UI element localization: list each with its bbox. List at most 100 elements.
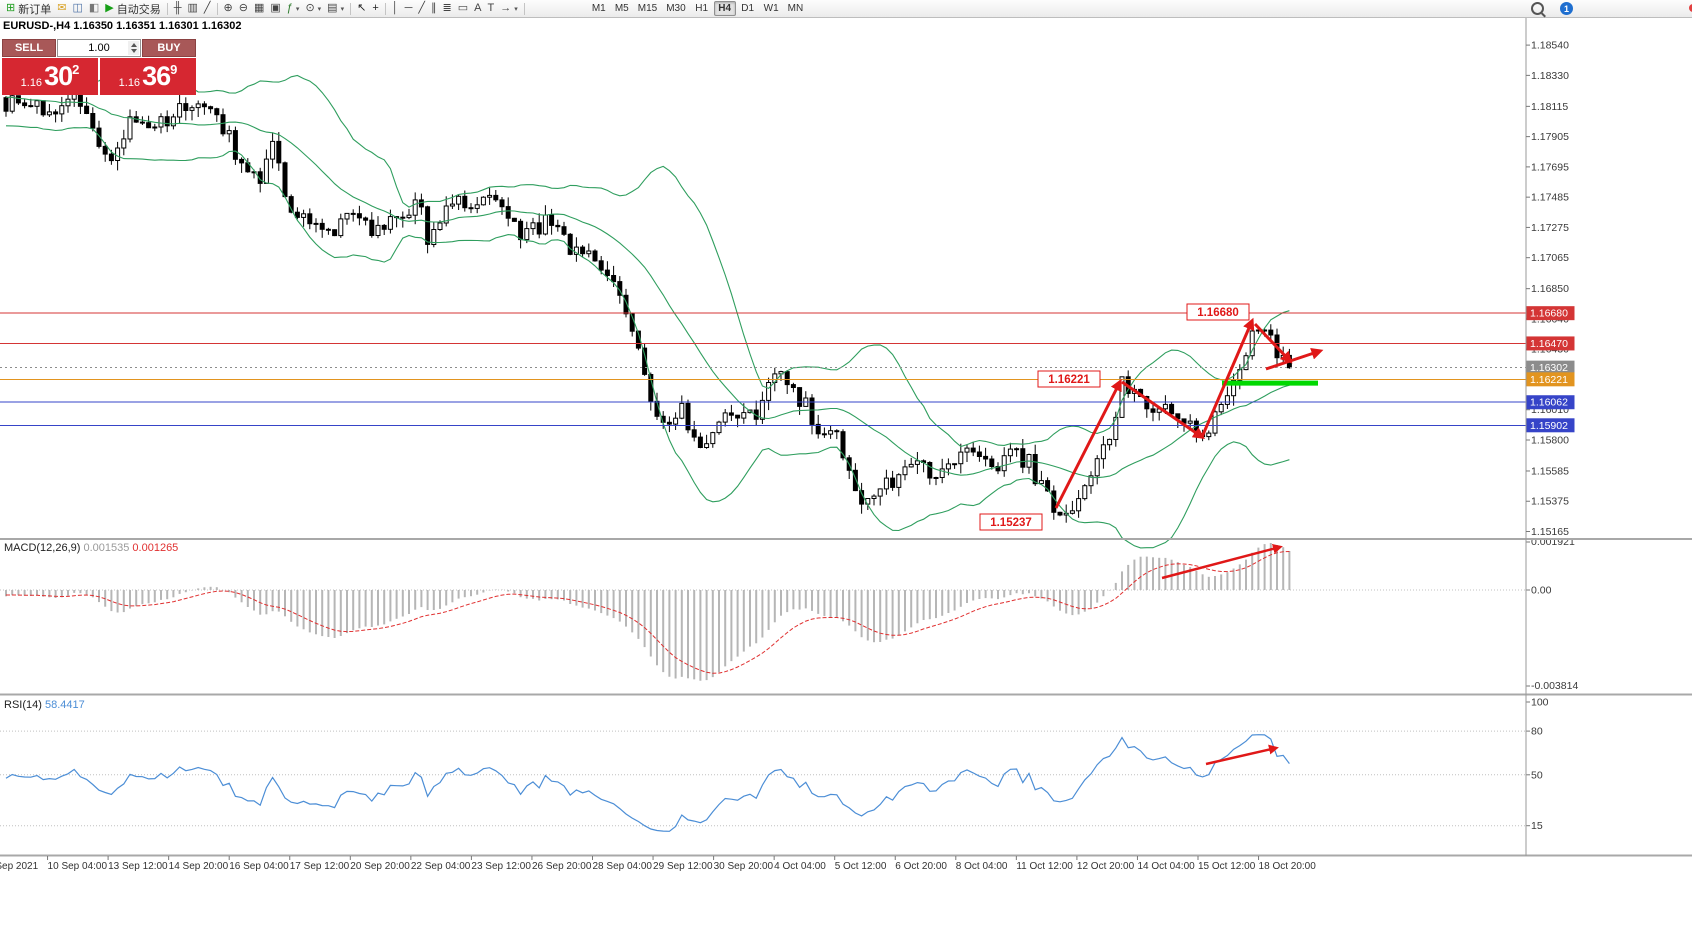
svg-text:12 Oct 20:00: 12 Oct 20:00 <box>1077 861 1135 872</box>
svg-text:22 Sep 04:00: 22 Sep 04:00 <box>411 861 471 872</box>
indicators-button[interactable]: ƒ ▾ <box>284 1 303 17</box>
bar-chart-icon: ╫ <box>173 2 182 14</box>
text-button[interactable]: A <box>471 1 484 17</box>
svg-text:4 Oct 04:00: 4 Oct 04:00 <box>774 861 826 872</box>
svg-text:1.16680: 1.16680 <box>1197 307 1239 319</box>
timeframe-H4[interactable]: H4 <box>713 1 736 16</box>
data-window-button[interactable]: ◧ <box>86 1 102 17</box>
panel-separators[interactable] <box>0 17 1692 857</box>
svg-text:1.16470: 1.16470 <box>1530 338 1568 350</box>
svg-text:1.15375: 1.15375 <box>1531 496 1569 508</box>
rsi-panel: 100 80 50 15 RSI(14) 58.4417 <box>0 697 1549 832</box>
svg-text:1.17905: 1.17905 <box>1531 131 1569 143</box>
svg-text:1.17065: 1.17065 <box>1531 252 1569 264</box>
shapes-button[interactable]: ▭ <box>455 1 471 17</box>
sell-button[interactable]: SELL <box>2 39 56 57</box>
timeframe-MN[interactable]: MN <box>784 1 808 16</box>
new-order-button[interactable]: ⊞ 新订单 <box>3 1 54 17</box>
auto-trading-icon: ▶ <box>105 2 114 14</box>
timeframe-H1[interactable]: H1 <box>691 1 713 16</box>
buy-price-button[interactable]: 1.16 36 9 <box>100 58 196 95</box>
svg-text:30 Sep 20:00: 30 Sep 20:00 <box>714 861 774 872</box>
timeframe-D1[interactable]: D1 <box>737 1 759 16</box>
zoom-in-button[interactable]: ⊕ <box>221 1 236 17</box>
tile-windows-button[interactable]: ▦ <box>251 1 267 17</box>
notification-badge[interactable]: 1 <box>1560 2 1573 15</box>
svg-text:1.15585: 1.15585 <box>1531 465 1569 477</box>
cursor-button[interactable]: ↖ <box>354 1 369 17</box>
bar-chart-button[interactable]: ╫ <box>171 1 185 17</box>
svg-text:1.17485: 1.17485 <box>1531 192 1569 204</box>
macd-panel: MACD(12,26,9) 0.001535 0.001265 0.0019210… <box>0 536 1578 692</box>
label-button[interactable]: T <box>485 1 498 17</box>
svg-text:1.16680: 1.16680 <box>1530 308 1568 320</box>
timeframe-W1[interactable]: W1 <box>760 1 783 16</box>
vertical-line-button[interactable]: │ <box>389 1 402 17</box>
svg-text:16 Sep 04:00: 16 Sep 04:00 <box>229 861 289 872</box>
toolbar-separator <box>216 2 218 15</box>
shapes-icon: ▭ <box>457 2 469 14</box>
price-axis-badge <box>1526 372 1575 387</box>
auto-trading-button-label: 自动交易 <box>116 3 161 16</box>
svg-text:8 Sep 2021: 8 Sep 2021 <box>0 861 39 872</box>
timeframe-M1[interactable]: M1 <box>588 1 610 16</box>
svg-text:1.17695: 1.17695 <box>1531 161 1569 173</box>
periods-button[interactable]: ⊙ ▾ <box>302 1 324 17</box>
stepper-down-icon[interactable] <box>130 49 137 53</box>
label-icon: T <box>487 2 495 14</box>
trendline-icon: ╱ <box>418 2 426 14</box>
channel-button[interactable]: ∥ <box>428 1 440 17</box>
auto-trading-button[interactable]: ▶ 自动交易 <box>102 1 163 17</box>
price-axis-badge <box>1526 418 1575 433</box>
buy-price-sup: 9 <box>170 62 178 77</box>
alerts-icon: ✉ <box>57 2 67 14</box>
line-chart-button[interactable]: ╱ <box>201 1 214 17</box>
svg-text:5 Oct 12:00: 5 Oct 12:00 <box>835 861 887 872</box>
toolbar-right-icons: 1 <box>1531 1 1573 16</box>
volume-stepper[interactable] <box>128 41 139 55</box>
stepper-up-icon[interactable] <box>130 43 137 47</box>
svg-text:15: 15 <box>1531 820 1543 832</box>
market-watch-icon: ◫ <box>72 2 83 14</box>
volume-value: 1.00 <box>88 42 110 54</box>
text-icon: A <box>474 2 482 14</box>
svg-text:1.15237: 1.15237 <box>990 517 1032 529</box>
annotations-layer[interactable]: 1.16680 1.16221 1.15237 <box>979 303 1324 531</box>
toolbar: ⊞ 新订单 ✉ ◫ ◧ ▶ 自动交易 ╫ ▥ ╱ ⊕ ⊖ ▦ ▣ ƒ ▾ ⊙ ▾ ▤ ▾ ↖ + │ ─ ╱ ∥ ≣ ▭ A T → ▾ M1 M… <box>0 0 1692 18</box>
svg-text:11 Oct 12:00: 11 Oct 12:00 <box>1016 861 1073 872</box>
timeframe-M15[interactable]: M15 <box>634 1 661 16</box>
templates-button[interactable]: ▤ ▾ <box>324 1 347 17</box>
search-icon[interactable] <box>1531 2 1544 15</box>
alerts-button[interactable]: ✉ <box>54 1 69 17</box>
sell-price-big: 30 <box>44 61 73 91</box>
buy-button[interactable]: BUY <box>142 39 196 57</box>
new-order-icon: ⊞ <box>6 2 16 14</box>
sell-price-button[interactable]: 1.16 30 2 <box>2 58 98 95</box>
crosshair-button[interactable]: + <box>369 1 381 17</box>
sell-price-prefix: 1.16 <box>20 77 43 89</box>
svg-text:6 Oct 20:00: 6 Oct 20:00 <box>895 861 947 872</box>
candlestick-chart-button[interactable]: ▥ <box>185 1 201 17</box>
timeframe-M5[interactable]: M5 <box>611 1 633 16</box>
timeframe-buttons: M1 M5 M15 M30 H1 H4 D1 W1 MN <box>588 1 807 16</box>
svg-text:14 Oct 04:00: 14 Oct 04:00 <box>1137 861 1195 872</box>
arrows-button[interactable]: → ▾ <box>497 1 521 17</box>
market-watch-button[interactable]: ◫ <box>69 1 85 17</box>
arrows-icon: → <box>500 2 512 14</box>
zoom-out-button[interactable]: ⊖ <box>236 1 251 17</box>
svg-text:17 Sep 12:00: 17 Sep 12:00 <box>290 861 350 872</box>
svg-text:15 Oct 12:00: 15 Oct 12:00 <box>1198 861 1256 872</box>
chevron-down-icon: ▾ <box>340 5 345 13</box>
volume-field[interactable]: 1.00 <box>57 39 141 57</box>
horizontal-line-button[interactable]: ─ <box>402 1 416 17</box>
svg-text:1.16221: 1.16221 <box>1530 374 1568 386</box>
timeframe-M30[interactable]: M30 <box>662 1 689 16</box>
arrange-windows-button[interactable]: ▣ <box>267 1 283 17</box>
price-annotation-box <box>979 513 1043 531</box>
price-axis: 1.18540 1.18330 1.18115 1.17905 1.17695 1.174… <box>1526 40 1575 538</box>
arrange-windows-icon: ▣ <box>270 2 281 14</box>
svg-text:80: 80 <box>1531 726 1543 738</box>
trendline-button[interactable]: ╱ <box>415 1 428 17</box>
fibonacci-button[interactable]: ≣ <box>440 1 455 17</box>
